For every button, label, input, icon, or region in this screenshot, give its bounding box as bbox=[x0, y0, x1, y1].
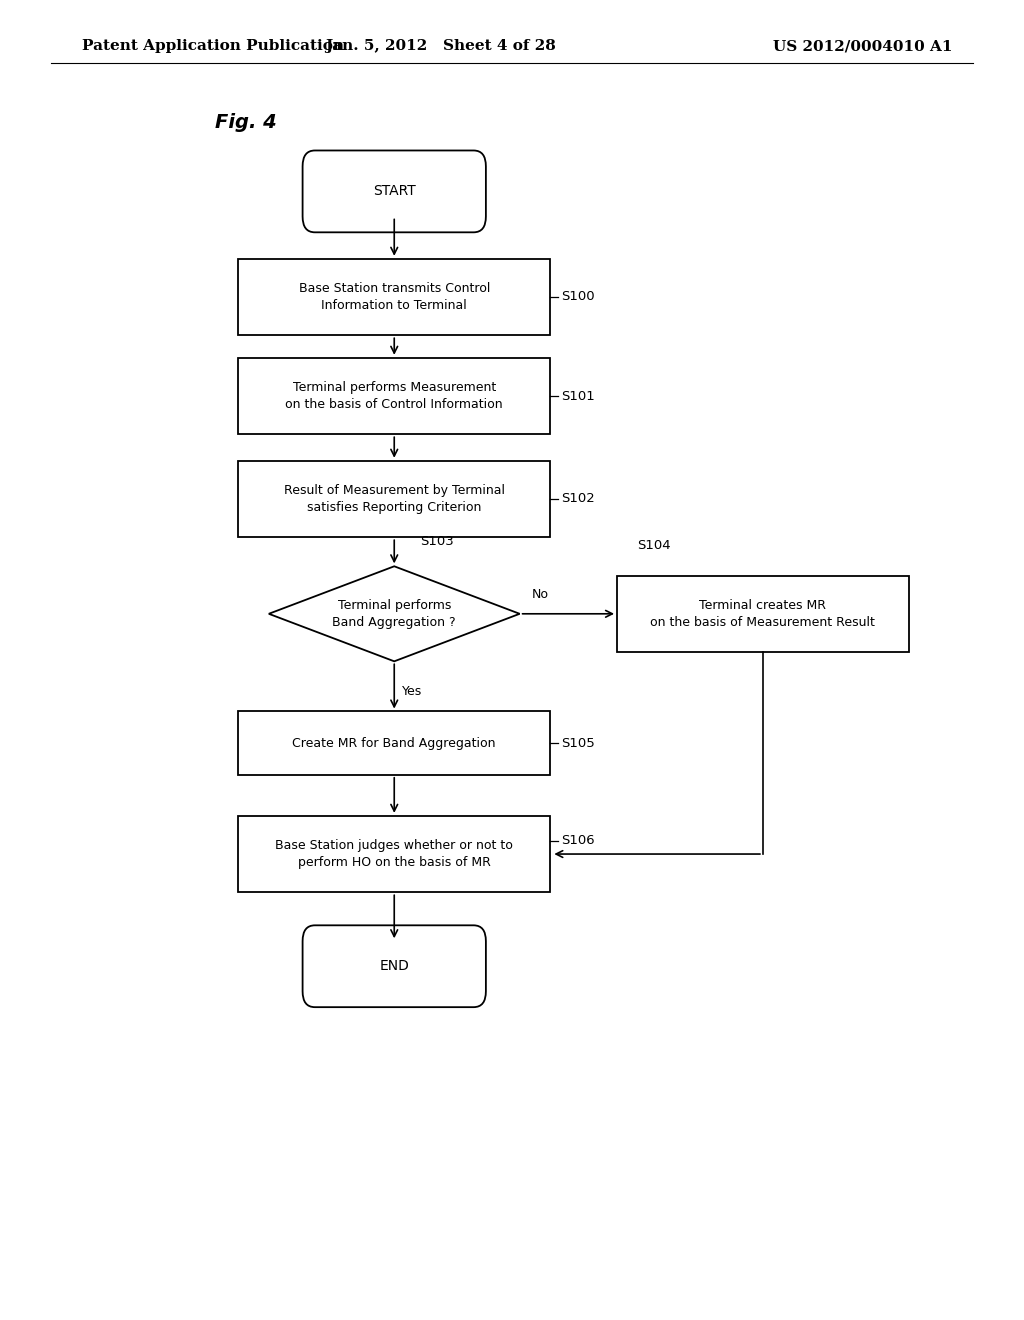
Text: No: No bbox=[532, 587, 549, 601]
Text: S106: S106 bbox=[561, 834, 594, 847]
Text: Patent Application Publication: Patent Application Publication bbox=[82, 40, 344, 53]
Text: Terminal performs
Band Aggregation ?: Terminal performs Band Aggregation ? bbox=[333, 599, 456, 628]
Polygon shape bbox=[268, 566, 520, 661]
FancyBboxPatch shape bbox=[303, 925, 485, 1007]
Text: Result of Measurement by Terminal
satisfies Reporting Criterion: Result of Measurement by Terminal satisf… bbox=[284, 484, 505, 513]
Text: Fig. 4: Fig. 4 bbox=[215, 114, 276, 132]
Text: S104: S104 bbox=[637, 539, 671, 552]
Text: S105: S105 bbox=[561, 737, 594, 750]
Text: Create MR for Band Aggregation: Create MR for Band Aggregation bbox=[293, 737, 496, 750]
Text: Terminal performs Measurement
on the basis of Control Information: Terminal performs Measurement on the bas… bbox=[286, 381, 503, 411]
Text: US 2012/0004010 A1: US 2012/0004010 A1 bbox=[773, 40, 952, 53]
Text: Base Station judges whether or not to
perform HO on the basis of MR: Base Station judges whether or not to pe… bbox=[275, 840, 513, 869]
Text: Terminal creates MR
on the basis of Measurement Result: Terminal creates MR on the basis of Meas… bbox=[650, 599, 876, 628]
FancyBboxPatch shape bbox=[303, 150, 485, 232]
Text: Base Station transmits Control
Information to Terminal: Base Station transmits Control Informati… bbox=[299, 282, 489, 312]
Bar bbox=[616, 576, 909, 652]
Text: S100: S100 bbox=[561, 290, 594, 304]
Bar bbox=[238, 259, 551, 335]
Bar bbox=[238, 816, 551, 892]
Bar bbox=[238, 711, 551, 775]
Text: Jan. 5, 2012   Sheet 4 of 28: Jan. 5, 2012 Sheet 4 of 28 bbox=[325, 40, 556, 53]
Text: S102: S102 bbox=[561, 492, 594, 506]
Text: START: START bbox=[373, 185, 416, 198]
Text: S101: S101 bbox=[561, 389, 594, 403]
Bar bbox=[238, 461, 551, 537]
Bar bbox=[238, 358, 551, 434]
Text: S103: S103 bbox=[420, 535, 454, 548]
Text: END: END bbox=[379, 960, 410, 973]
Text: Yes: Yes bbox=[402, 685, 423, 698]
